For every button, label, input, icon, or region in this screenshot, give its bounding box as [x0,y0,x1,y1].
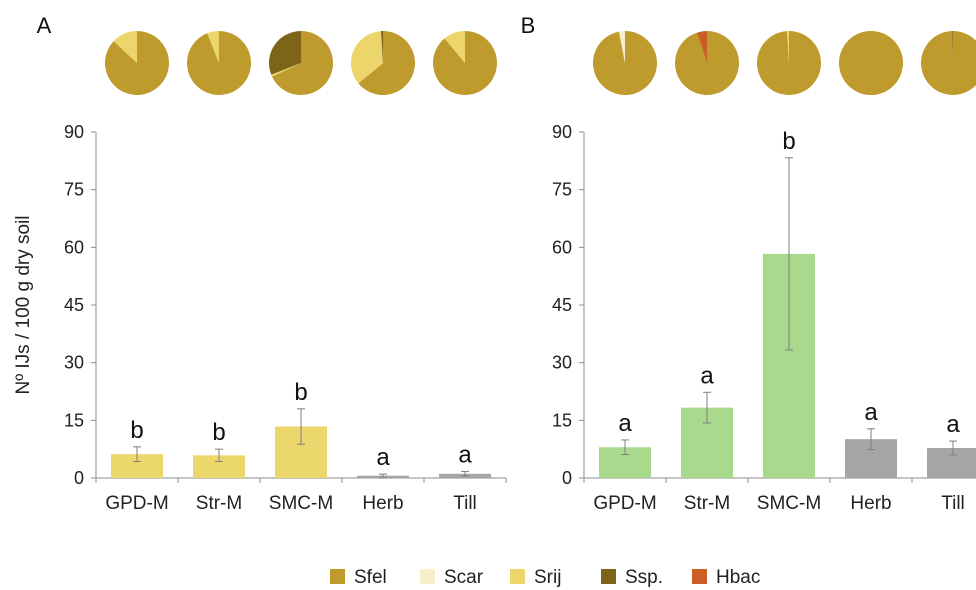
pie-smc-m [269,31,333,96]
pie-slice [921,31,976,95]
x-tick-label: Str-M [684,493,730,514]
pie-herb [350,31,415,95]
pie-herb [839,31,903,95]
pie-till [433,31,497,96]
pie-gpd-m [593,31,657,96]
x-tick-label: SMC-M [269,493,333,514]
y-tick-label: 90 [64,122,84,142]
pie-slice [619,31,625,63]
y-tick-label: 0 [562,468,572,488]
legend-swatch [601,569,616,584]
y-tick-label: 75 [64,180,84,200]
pie-till [921,31,976,95]
panel-letter: A [37,13,52,38]
panel-b: B 0 15 30 45 60 75 90 a GPD-M a Str-M b SMC-M a Herb a Ti… [521,13,976,514]
pie-slice [358,31,415,95]
y-tick-label: 30 [552,353,572,373]
pie-slice [444,31,465,63]
legend-swatch [330,569,345,584]
pie-slice [272,31,333,96]
pie-slice [593,31,657,96]
legend-swatch [420,569,435,584]
bar-gpd-m [111,454,163,478]
pie-gpd-m [104,31,169,95]
x-tick-label: GPD-M [105,493,168,514]
significance-letter: a [700,362,714,389]
x-tick-label: Till [453,493,477,514]
significance-letter: b [130,417,143,444]
bar-str-m [193,455,245,478]
x-tick-label: Herb [850,493,891,514]
legend-label: Sfel [354,567,387,588]
y-tick-label: 15 [64,410,84,430]
significance-letter: a [946,411,960,438]
pie-smc-m [757,31,822,96]
y-tick-label: 45 [64,295,84,315]
legend-label: Ssp. [625,567,663,588]
significance-letter: a [618,410,632,437]
x-tick-label: Till [941,493,965,514]
significance-letter: a [376,444,390,471]
panel-letter: B [521,13,536,38]
y-tick-label: 90 [552,122,572,142]
y-tick-label: 0 [74,468,84,488]
legend-swatch [692,569,707,584]
pie-str-m [675,31,740,95]
significance-letter: b [294,379,307,406]
pie-slice [433,31,497,96]
significance-letter: b [212,419,225,446]
pie-slice [697,31,707,63]
y-tick-label: 60 [552,237,572,257]
pie-slice [271,63,301,77]
legend-label: Hbac [716,567,760,588]
significance-letter: b [782,128,795,155]
y-tick-label: 45 [552,295,572,315]
significance-letter: a [864,399,878,426]
pie-slice [113,31,137,63]
bar-till [927,448,976,478]
y-tick-label: 60 [64,237,84,257]
pie-str-m [187,31,251,95]
y-tick-label: 30 [64,353,84,373]
pie-slice [380,31,383,63]
panel-a: A Nº IJs / 100 g dry soil 0 15 30 45 60 75 90 b GP… [13,13,507,514]
significance-letter: a [458,441,472,468]
pie-slice [757,31,822,96]
pie-slice [207,31,219,63]
legend-label: Srij [534,567,561,588]
pie-slice [269,31,301,75]
x-tick-label: SMC-M [757,493,821,514]
y-tick-label: 75 [552,180,572,200]
pie-slice [839,31,903,95]
x-tick-label: Str-M [196,493,242,514]
x-tick-label: GPD-M [593,493,656,514]
x-tick-label: Herb [362,493,403,514]
legend: Sfel Scar Srij Ssp. Hbac [330,567,760,588]
legend-swatch [510,569,525,584]
pie-slice [350,31,383,84]
pie-slice [952,31,953,63]
y-tick-label: 15 [552,410,572,430]
y-axis-label: Nº IJs / 100 g dry soil [13,215,34,394]
legend-label: Scar [444,567,484,588]
pie-slice [786,31,789,63]
